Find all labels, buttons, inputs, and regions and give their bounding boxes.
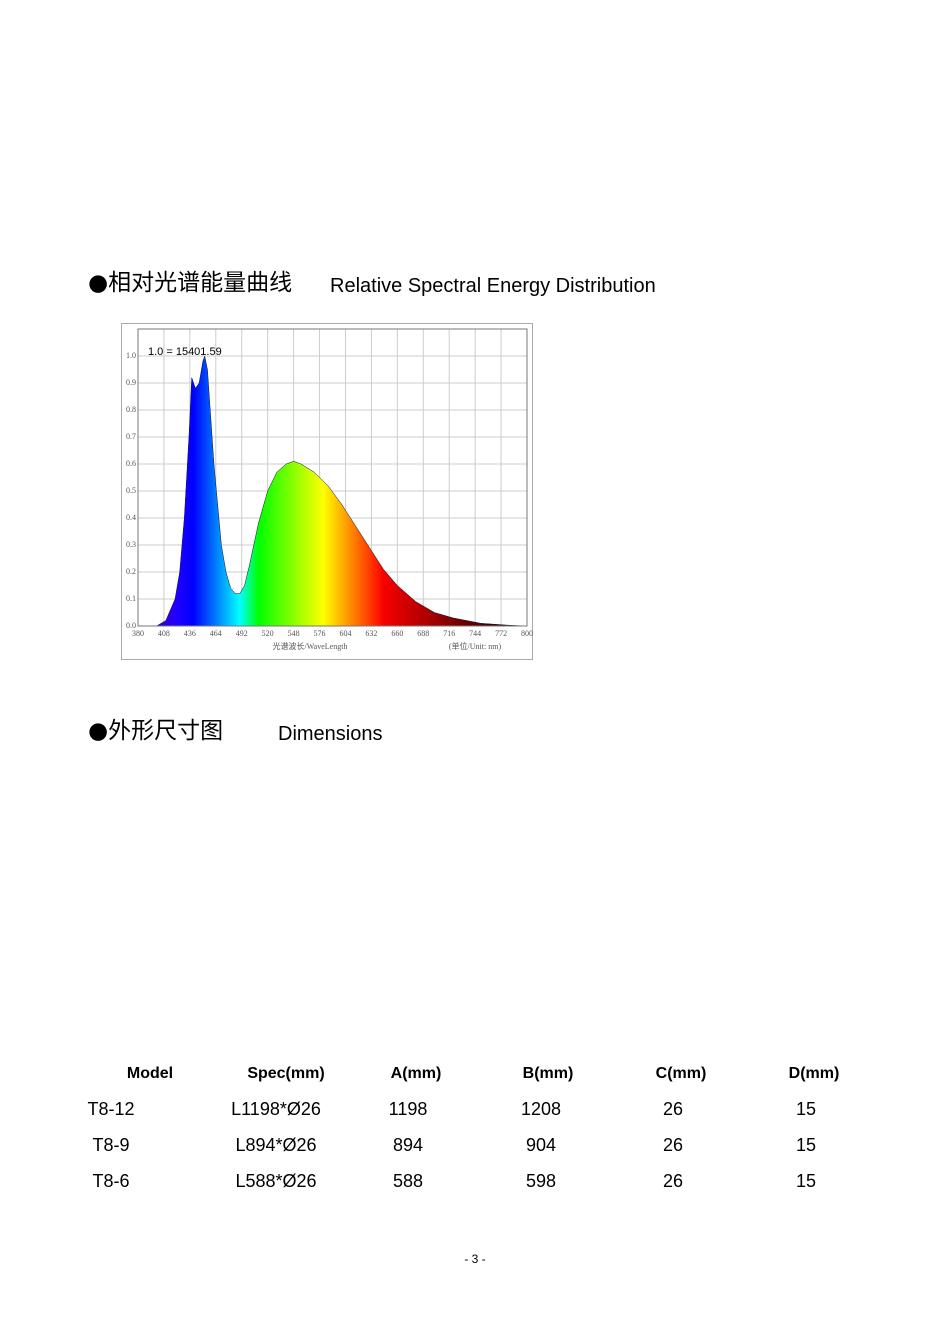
table-header-cell: C(mm) xyxy=(656,1065,707,1082)
table-header-cell: D(mm) xyxy=(789,1065,840,1082)
x-unit-label: (单位/Unit: nm) xyxy=(449,641,502,651)
y-tick-label: 0.5 xyxy=(126,486,136,495)
x-tick-label: 604 xyxy=(339,629,351,638)
section-title-cn: ●外形尺寸图 xyxy=(88,718,223,744)
section-title-en: Dimensions xyxy=(278,723,382,745)
table-cell: 26 xyxy=(663,1135,683,1155)
table-header-cell: Spec(mm) xyxy=(247,1065,324,1082)
y-tick-label: 0.2 xyxy=(126,567,136,576)
chart: 0.0 0.1 0.2 0.3 0.4 0.5 0.6 0.7 0.8 0.9 1.0 380 408 4… xyxy=(126,328,533,651)
y-tick-label: 0.7 xyxy=(126,432,136,441)
y-tick-label: 0.8 xyxy=(126,405,136,414)
table-cell: 1208 xyxy=(521,1099,561,1119)
x-tick-label: 576 xyxy=(314,629,326,638)
y-tick-label: 0.4 xyxy=(126,513,136,522)
plot-border xyxy=(137,328,528,627)
table-cell: 894 xyxy=(393,1135,423,1155)
table: Model Spec(mm) A(mm) B(mm) C(mm) D(mm) T8-12 L1… xyxy=(87,1065,839,1191)
x-tick-label: 464 xyxy=(210,629,222,638)
table-cell: 26 xyxy=(663,1171,683,1191)
y-tick-label: 0.9 xyxy=(126,378,136,387)
table-cell: L588*Ø26 xyxy=(235,1171,316,1191)
table-cell: T8-9 xyxy=(92,1135,129,1155)
x-tick-label: 660 xyxy=(391,629,403,638)
table-cell: L894*Ø26 xyxy=(235,1135,316,1155)
x-tick-label: 800 xyxy=(521,629,533,638)
table-cell: T8-12 xyxy=(87,1099,134,1119)
table-cell: 15 xyxy=(796,1171,816,1191)
x-axis-label: 光谱波长/WaveLength xyxy=(273,641,348,651)
y-tick-label: 0.1 xyxy=(126,594,136,603)
table-cell: L1198*Ø26 xyxy=(231,1099,321,1119)
table-header-cell: A(mm) xyxy=(391,1065,442,1082)
x-tick-label: 744 xyxy=(469,629,481,638)
section-title-en: Relative Spectral Energy Distribution xyxy=(330,275,656,297)
table-cell: 15 xyxy=(796,1099,816,1119)
spectrum-area xyxy=(138,355,528,627)
y-tick-label: 0.0 xyxy=(126,621,136,630)
page-number: - 3 - xyxy=(464,1252,485,1266)
table-header-cell: Model xyxy=(127,1065,173,1082)
x-tick-label: 632 xyxy=(365,629,377,638)
y-tick-label: 0.3 xyxy=(126,540,136,549)
section-title-cn: ●相对光谱能量曲线 xyxy=(88,270,292,296)
x-tick-label: 520 xyxy=(262,629,274,638)
table-cell: 26 xyxy=(663,1099,683,1119)
x-tick-label: 492 xyxy=(236,629,248,638)
x-tick-label: 688 xyxy=(417,629,429,638)
table-cell: T8-6 xyxy=(92,1171,129,1191)
table-header-cell: B(mm) xyxy=(523,1065,574,1082)
x-tick-label: 548 xyxy=(288,629,300,638)
y-tick-label: 1.0 xyxy=(126,351,136,360)
x-tick-label: 716 xyxy=(443,629,455,638)
table-cell: 598 xyxy=(526,1171,556,1191)
x-tick-label: 408 xyxy=(158,629,170,638)
x-tick-label: 436 xyxy=(184,629,196,638)
table-cell: 588 xyxy=(393,1171,423,1191)
y-tick-label: 0.6 xyxy=(126,459,136,468)
table-cell: 904 xyxy=(526,1135,556,1155)
table-cell: 15 xyxy=(796,1135,816,1155)
x-tick-label: 380 xyxy=(132,629,144,638)
x-tick-label: 772 xyxy=(495,629,507,638)
table-cell: 1198 xyxy=(389,1099,428,1119)
annotation: 1.0 = 15401.59 xyxy=(148,346,222,358)
